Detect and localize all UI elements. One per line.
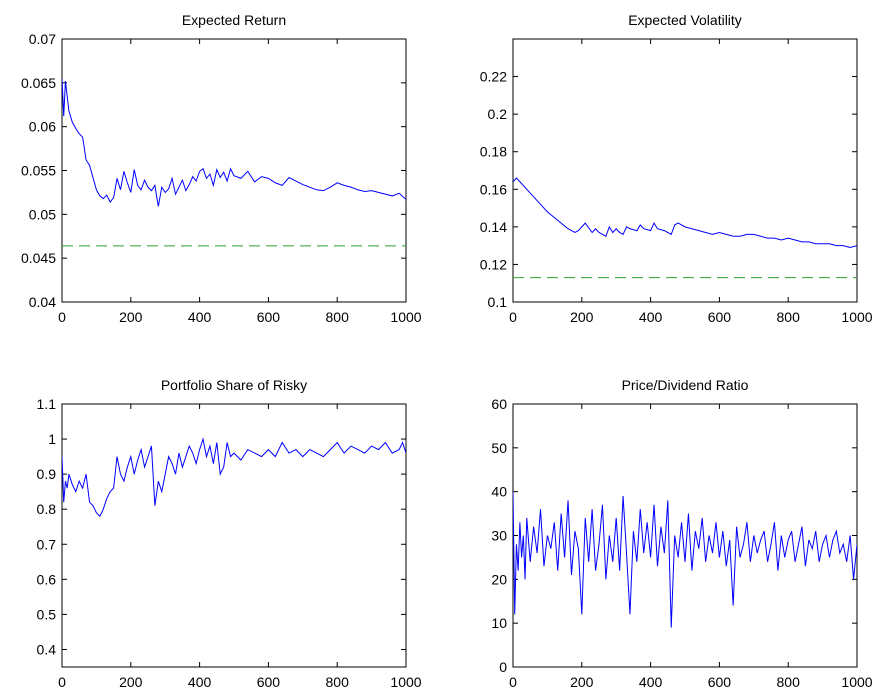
chart-4-series-line: [513, 491, 857, 628]
chart-3-y-tick-label: 1: [48, 431, 56, 447]
chart-4-y-tick-label: 30: [491, 528, 507, 544]
chart-2-y-tick-label: 0.16: [480, 181, 507, 197]
chart-1-y-tick-label: 0.065: [21, 75, 56, 91]
chart-1-x-tick-label: 600: [257, 309, 281, 325]
chart-1-y-tick-label: 0.06: [29, 119, 56, 135]
chart-2-y-tick-label: 0.14: [480, 219, 507, 235]
chart-4-x-tick-label: 600: [708, 674, 732, 690]
chart-1-title: Expected Return: [182, 12, 286, 28]
chart-1-y-tick-label: 0.045: [21, 250, 56, 266]
chart-3-series-line: [62, 437, 406, 518]
chart-3-x-tick-label: 0: [58, 674, 66, 690]
chart-3-y-tick-label: 0.7: [37, 536, 57, 552]
chart-2-y-tick-label: 0.18: [480, 144, 507, 160]
chart-3-portfolio-share-of-risky: Portfolio Share of Risky 0 200 400 600 800 100…: [37, 377, 422, 690]
chart-4-x-tick-label: 400: [639, 674, 663, 690]
chart-1-x-tick-label: 0: [58, 309, 66, 325]
chart-3-x-tick-label: 200: [119, 674, 143, 690]
chart-2-x-tick-label: 1000: [841, 309, 872, 325]
chart-4-price-dividend-ratio: Price/Dividend Ratio 0 200 400 600 800 1000 0 10…: [491, 377, 872, 690]
chart-2-title: Expected Volatility: [628, 12, 742, 28]
chart-3-title: Portfolio Share of Risky: [161, 377, 307, 393]
chart-4-y-tick-label: 60: [491, 396, 507, 412]
chart-1-x-tick-label: 1000: [390, 309, 421, 325]
chart-2-plot-area: [512, 38, 858, 303]
chart-1-series-line: [62, 78, 406, 207]
chart-4-y-tick-label: 50: [491, 440, 507, 456]
chart-2-expected-volatility: Expected Volatility 0 200 400 600 800 1000 0.1 0…: [480, 12, 873, 325]
chart-4-title: Price/Dividend Ratio: [622, 377, 749, 393]
chart-3-y-tick-label: 0.6: [37, 571, 57, 587]
chart-4-x-tick-label: 800: [777, 674, 801, 690]
chart-4-y-tick-label: 0: [499, 659, 507, 675]
chart-2-x-tick-label: 400: [639, 309, 663, 325]
chart-1-y-tick-label: 0.05: [29, 206, 56, 222]
chart-2-x-tick-label: 200: [570, 309, 594, 325]
chart-4-y-tick-label: 40: [491, 484, 507, 500]
chart-2-x-tick-label: 0: [509, 309, 517, 325]
chart-3-y-tick-label: 0.5: [37, 606, 57, 622]
chart-2-y-tick-label: 0.2: [488, 106, 508, 122]
chart-3-x-tick-label: 400: [188, 674, 212, 690]
chart-4-x-tick-label: 0: [509, 674, 517, 690]
chart-3-x-tick-label: 1000: [390, 674, 421, 690]
chart-1-y-tick-label: 0.07: [29, 31, 56, 47]
chart-1-expected-return: Expected Return 0 200 400 600 800 1000 0.04 0.04…: [21, 12, 422, 325]
chart-3-x-tick-label: 800: [326, 674, 350, 690]
chart-3-y-tick-label: 1.1: [37, 396, 57, 412]
chart-4-plot-area: [512, 403, 858, 668]
chart-2-x-tick-label: 600: [708, 309, 732, 325]
chart-2-y-tick-label: 0.12: [480, 256, 507, 272]
chart-3-y-tick-label: 0.8: [37, 501, 57, 517]
chart-2-y-tick-label: 0.22: [480, 69, 507, 85]
chart-3-plot-area: [61, 403, 407, 668]
chart-2-y-tick-label: 0.1: [488, 294, 508, 310]
chart-1-x-tick-label: 800: [326, 309, 350, 325]
chart-3-x-tick-label: 600: [257, 674, 281, 690]
chart-1-y-tick-label: 0.055: [21, 163, 56, 179]
chart-2-x-tick-label: 800: [777, 309, 801, 325]
chart-1-y-tick-label: 0.04: [29, 294, 56, 310]
chart-2-series-line: [513, 177, 857, 249]
chart-4-y-tick-label: 10: [491, 615, 507, 631]
chart-4-y-tick-label: 20: [491, 571, 507, 587]
chart-1-plot-area: [61, 38, 407, 303]
chart-4-x-tick-label: 1000: [841, 674, 872, 690]
chart-1-x-tick-label: 400: [188, 309, 212, 325]
chart-4-x-tick-label: 200: [570, 674, 594, 690]
chart-3-y-tick-label: 0.9: [37, 466, 57, 482]
chart-1-x-tick-label: 200: [119, 309, 143, 325]
chart-3-y-tick-label: 0.4: [37, 641, 57, 657]
